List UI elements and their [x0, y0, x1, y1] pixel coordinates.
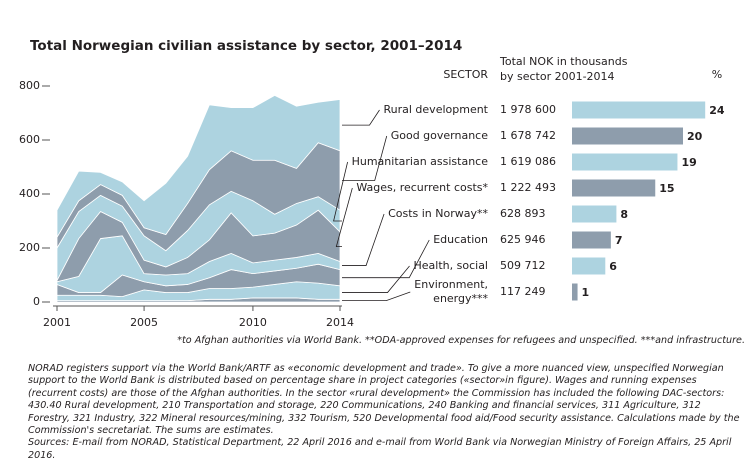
- sector-label: Rural development: [384, 103, 489, 116]
- y-tick-label: 0: [33, 295, 40, 308]
- total-value: 1 678 742: [500, 129, 556, 142]
- page: Total Norwegian civilian assistance by s…: [19, 38, 745, 461]
- chart-title: Total Norwegian civilian assistance by s…: [30, 38, 462, 54]
- leader-line: [342, 135, 388, 181]
- percent-header: %: [712, 68, 722, 81]
- total-value: 117 249: [500, 285, 546, 298]
- sector-label: Costs in Norway**: [388, 207, 488, 220]
- leader-line: [333, 161, 348, 222]
- bar: [572, 231, 611, 249]
- y-tick-label: 600: [19, 133, 40, 146]
- y-tick-label: 200: [19, 241, 40, 254]
- x-tick-label: 2005: [130, 316, 158, 329]
- sector-label: energy***: [433, 292, 488, 305]
- total-value: 1 619 086: [500, 155, 556, 168]
- bar: [572, 153, 678, 171]
- total-header: Total NOK in thousands: [499, 55, 628, 68]
- y-tick-label: 800: [19, 79, 40, 92]
- bar: [572, 101, 706, 119]
- percent-label: 7: [615, 234, 623, 247]
- bar: [572, 283, 578, 301]
- chart: Total Norwegian civilian assistance by s…: [19, 38, 745, 346]
- y-tick-label: 400: [19, 187, 40, 200]
- area: [56, 94, 341, 239]
- leader-line: [342, 239, 430, 279]
- total-header: by sector 2001-2014: [500, 70, 615, 83]
- bar: [572, 179, 656, 197]
- leader-line: [342, 213, 385, 266]
- sector-label: Humanitarian assistance: [352, 155, 489, 168]
- footnote: *to Afghan authorities via World Bank. *…: [177, 335, 745, 346]
- note-text: NORAD registers support via the World Ba…: [28, 363, 740, 437]
- sector-label: Wages, recurrent costs*: [356, 181, 488, 194]
- percent-label: 15: [659, 182, 674, 195]
- leader-line: [342, 265, 410, 293]
- bar: [572, 257, 606, 275]
- source-text: Sources: E-mail from NORAD, Statistical …: [28, 437, 732, 461]
- x-tick-label: 2014: [326, 316, 354, 329]
- sector-header: SECTOR: [443, 68, 488, 81]
- percent-label: 8: [620, 208, 628, 221]
- total-value: 625 946: [500, 233, 546, 246]
- percent-label: 6: [609, 260, 617, 273]
- leader-line: [342, 109, 380, 126]
- sector-label: Environment,: [414, 278, 488, 291]
- leader-line: [335, 187, 353, 248]
- x-tick-label: 2010: [239, 316, 267, 329]
- x-tick-label: 2001: [43, 316, 71, 329]
- leader-line: [342, 291, 411, 302]
- total-value: 509 712: [500, 259, 546, 272]
- sector-label: Health, social: [414, 259, 488, 272]
- total-value: 1 978 600: [500, 103, 556, 116]
- bar: [572, 205, 617, 223]
- percent-label: 1: [582, 286, 590, 299]
- notes: NORAD registers support via the World Ba…: [28, 363, 740, 462]
- total-value: 1 222 493: [500, 181, 556, 194]
- total-value: 628 893: [500, 207, 546, 220]
- sector-label: Good governance: [391, 129, 489, 142]
- percent-label: 19: [681, 156, 696, 169]
- bar: [572, 127, 683, 145]
- percent-label: 20: [687, 130, 703, 143]
- sector-label: Education: [433, 233, 488, 246]
- percent-label: 24: [709, 104, 725, 117]
